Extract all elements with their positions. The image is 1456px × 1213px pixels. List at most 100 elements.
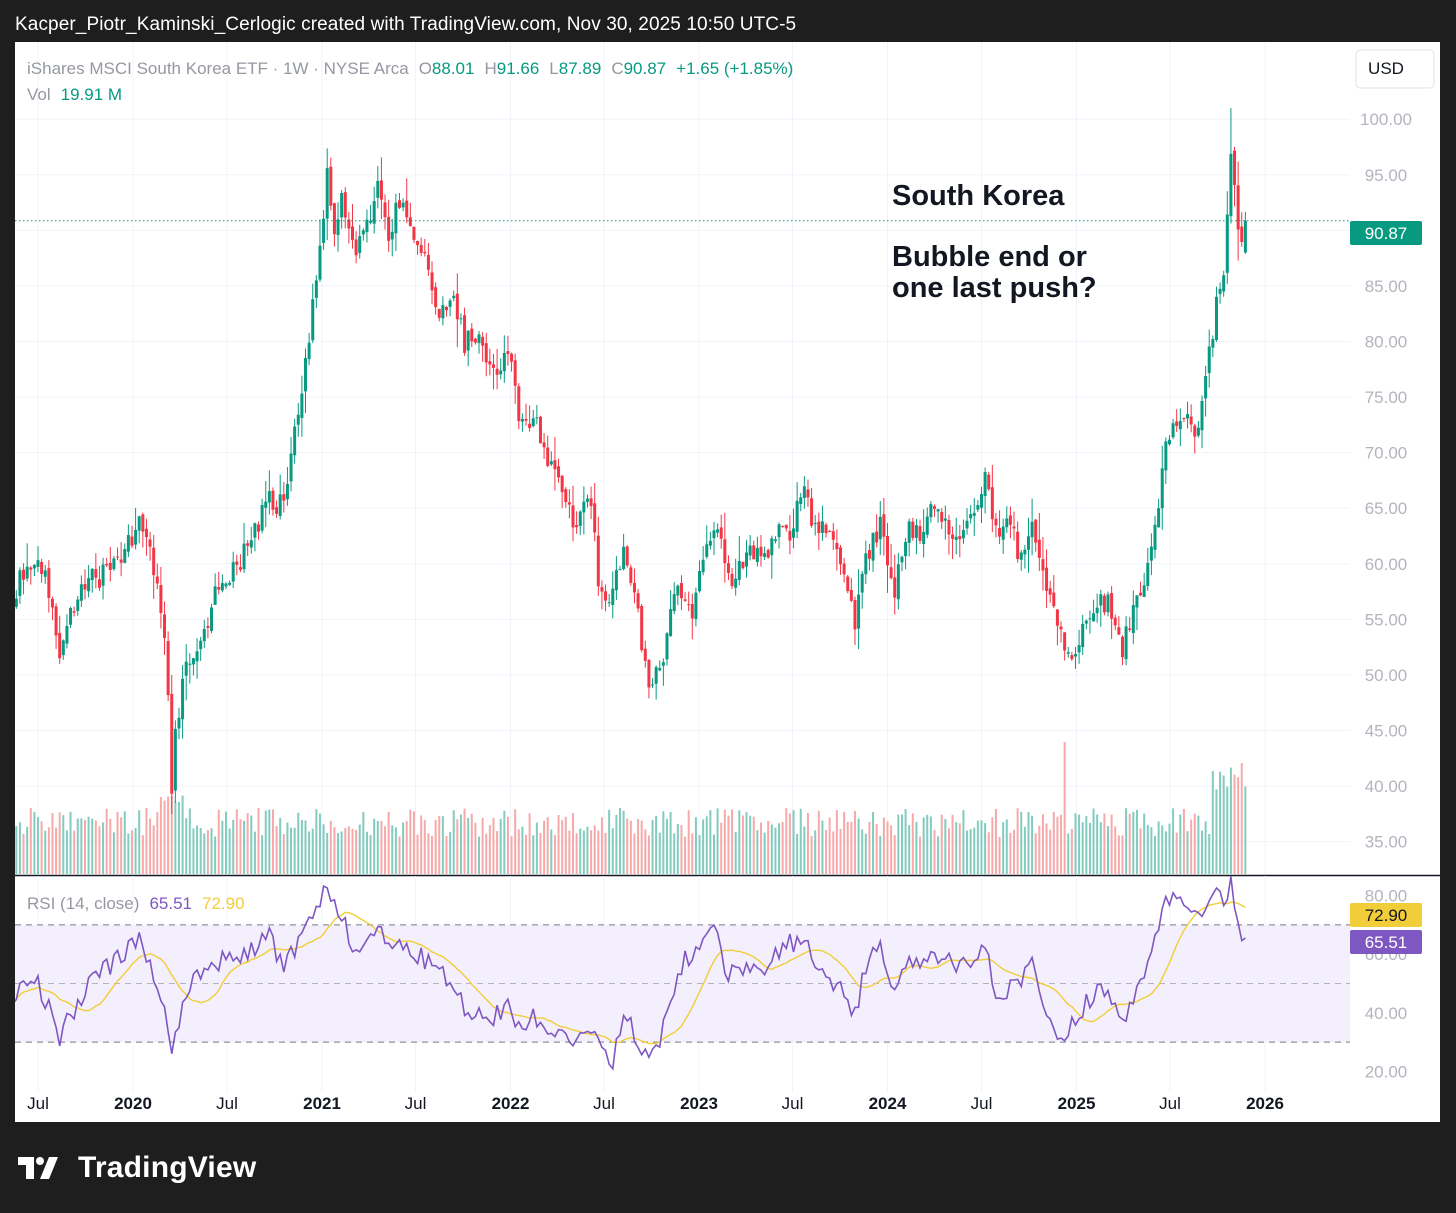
candle-body — [965, 520, 969, 529]
volume-bar — [1186, 831, 1189, 874]
volume-bar — [608, 809, 611, 874]
rsi-tick-label: 20.00 — [1365, 1062, 1408, 1081]
price-tick-label: 40.00 — [1365, 777, 1408, 796]
volume-bar — [1193, 813, 1196, 874]
candle-body — [683, 599, 687, 601]
candle-body — [1160, 468, 1164, 509]
volume-bar — [694, 817, 697, 874]
volume-bar — [365, 831, 368, 874]
volume-bar — [723, 809, 726, 874]
volume-bar — [1052, 812, 1055, 874]
candle-body — [665, 633, 669, 660]
candle-body — [672, 594, 676, 612]
annotation-title: South Korea — [892, 180, 1065, 212]
volume-bar — [373, 818, 376, 874]
candle-body — [784, 524, 788, 529]
candle-body — [499, 370, 503, 375]
candle-body — [629, 567, 633, 583]
volume-bar — [286, 822, 289, 874]
volume-bar — [94, 820, 97, 874]
candle-body — [108, 562, 112, 570]
volume-bar — [311, 828, 314, 874]
currency-button[interactable]: USD — [1355, 49, 1435, 89]
candle-body — [412, 226, 416, 240]
candle-body — [79, 584, 83, 601]
volume-bar — [1107, 826, 1110, 874]
volume-bar — [843, 811, 846, 874]
candle-body — [557, 466, 561, 478]
volume-bar — [875, 823, 878, 874]
volume-bar — [1092, 808, 1095, 874]
close-value: 90.87 — [624, 59, 667, 78]
candle-body — [842, 563, 846, 575]
candle-body — [1102, 595, 1106, 613]
candlestick-series[interactable] — [7, 108, 1247, 814]
volume-bar — [337, 833, 340, 874]
volume-bar — [351, 828, 354, 874]
candle-body — [1059, 626, 1063, 630]
candle-body — [839, 547, 843, 565]
volume-bar — [492, 817, 495, 874]
volume-bar — [864, 833, 867, 874]
volume-bar — [1081, 822, 1084, 874]
candle-body — [434, 287, 438, 308]
volume-bar — [1034, 833, 1037, 874]
time-axis[interactable]: Jul 2020 Jul 2021 Jul 2022 Jul 2023 Jul 2024 Jul 20… — [27, 1094, 1284, 1113]
volume-bar — [65, 830, 68, 874]
candle-body — [607, 602, 611, 604]
time-tick-label: 2024 — [869, 1094, 907, 1113]
chart-card[interactable]: 100.0095.0090.0085.0080.0075.0070.0065.0… — [7, 42, 1440, 1122]
candle-body — [987, 474, 991, 490]
price-tick-label: 95.00 — [1365, 166, 1408, 185]
volume-bar — [1041, 814, 1044, 874]
volume-bar — [163, 800, 166, 874]
candle-body — [611, 588, 615, 606]
candle-body — [824, 524, 828, 534]
candle-body — [441, 305, 445, 319]
volume-bar — [145, 808, 148, 874]
candle-body — [531, 418, 535, 427]
volume-bar — [1114, 826, 1117, 874]
volume-bar — [890, 825, 893, 874]
volume-bar — [825, 829, 828, 874]
volume-bar — [416, 834, 419, 874]
candle-body — [900, 556, 904, 563]
candle-body — [452, 295, 456, 299]
candle-body — [730, 573, 734, 587]
time-tick-label: Jul — [216, 1094, 238, 1113]
candle-body — [1189, 416, 1193, 425]
volume-bar — [590, 830, 593, 874]
price-axis[interactable]: 100.0095.0090.0085.0080.0075.0070.0065.0… — [1360, 110, 1412, 851]
tradingview-brand-name: TradingView — [78, 1151, 257, 1184]
candle-body — [329, 166, 333, 206]
chart-annotation[interactable]: South Korea Bubble end or one last push? — [892, 180, 1097, 304]
volume-bars — [8, 742, 1247, 874]
volume-bar — [485, 833, 488, 874]
volume-bar — [318, 813, 321, 874]
volume-bar — [149, 818, 152, 874]
volume-bar — [553, 835, 556, 874]
candle-body — [260, 505, 264, 531]
volume-bar — [604, 832, 607, 874]
candle-body — [488, 361, 492, 365]
currency-label[interactable]: USD — [1368, 59, 1404, 78]
volume-bar — [738, 810, 741, 874]
volume-bar — [1146, 824, 1149, 874]
candle-body — [828, 531, 832, 533]
candle-body — [632, 582, 636, 593]
chart-svg[interactable]: 100.0095.0090.0085.0080.0075.0070.0065.0… — [7, 42, 1440, 1122]
volume-bar — [76, 818, 79, 874]
volume-bar — [879, 835, 882, 874]
tradingview-brand[interactable]: TradingView — [18, 1148, 256, 1188]
volume-legend: Vol 19.91 M — [27, 85, 122, 104]
volume-bar — [1009, 832, 1012, 874]
volume-bar — [253, 831, 256, 874]
candle-body — [564, 489, 568, 503]
candle-body — [343, 192, 347, 218]
candle-body — [1120, 636, 1124, 658]
candle-body — [470, 328, 474, 342]
volume-bar — [33, 811, 36, 874]
volume-bar — [405, 821, 408, 874]
candle-body — [698, 571, 702, 592]
